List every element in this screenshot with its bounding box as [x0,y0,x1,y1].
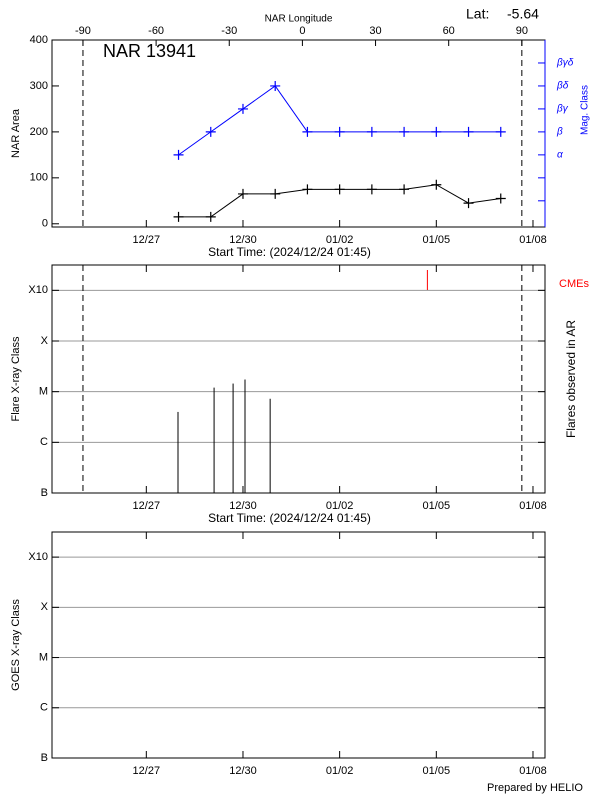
point-marker [270,188,281,199]
x-tick-label: 01/08 [519,765,547,777]
x2-axis-label: NAR Longitude [265,14,333,25]
plot-frame [51,531,546,759]
y2-axis-label: Mag. Class [580,85,591,135]
point-marker [205,126,216,137]
y-axis-label: NAR Area [10,108,22,158]
x-tick-label: 01/05 [423,500,451,512]
x-tick-label: 01/08 [519,234,547,246]
point-marker [399,184,410,195]
y-tick-label: X10 [28,284,48,296]
y-tick-label: X [41,335,49,347]
x-tick-label: 01/02 [326,500,354,512]
point-marker [463,126,474,137]
y-tick-label: 0 [42,218,48,230]
point-marker [237,103,248,114]
point-marker [431,126,442,137]
point-marker [270,80,281,91]
y-tick-label: X10 [28,551,48,563]
point-marker [173,211,184,222]
point-marker [237,188,248,199]
x-tick-label: 12/30 [229,765,257,777]
x2-tick-label: -30 [221,25,237,37]
x-tick-label: 12/27 [133,500,161,512]
y-tick-label: M [39,386,48,398]
y-tick-label: X [41,601,49,613]
x-tick-label: 12/27 [133,765,161,777]
plot-frame [51,264,546,494]
cme-label: CMEs [559,278,589,290]
point-marker [205,211,216,222]
x-tick-label: 12/27 [133,234,161,246]
y-tick-label: C [40,436,48,448]
y2-tick-label: βγ [556,104,569,115]
x-tick-label: 01/02 [326,234,354,246]
point-marker [302,126,313,137]
footer: Prepared by HELIO [487,782,583,794]
x-tick-label: 12/30 [229,500,257,512]
point-marker [302,184,313,195]
x-tick-label: 12/30 [229,234,257,246]
x2-tick-label: -90 [75,25,91,37]
y-tick-label: M [39,651,48,663]
x-tick-label: 01/08 [519,500,547,512]
y-axis-label: Flare X-ray Class [10,336,22,421]
y-tick-label: C [40,702,48,714]
x-axis-label: Start Time: (2024/12/24 01:45) [208,511,371,525]
point-marker [495,193,506,204]
y-tick-label: 200 [30,126,48,138]
lat-label: Lat: [466,6,489,22]
y-axis-label: GOES X-ray Class [10,599,22,691]
point-marker [334,126,345,137]
x-tick-label: 01/02 [326,765,354,777]
y-tick-label: 100 [30,172,48,184]
x-tick-label: 01/05 [423,765,451,777]
lat-value: -5.64 [507,6,539,22]
x2-tick-label: 90 [516,25,528,37]
y-tick-label: B [41,487,48,499]
y2-tick-label: βδ [556,81,569,92]
y-tick-label: 400 [30,34,48,46]
point-marker [366,126,377,137]
point-marker [431,179,442,190]
y2-tick-label: βγδ [556,58,574,69]
point-marker [334,184,345,195]
point-marker [173,149,184,160]
x-axis-label: Start Time: (2024/12/24 01:45) [208,245,371,259]
point-marker [399,126,410,137]
chart-title: NAR 13941 [103,41,196,61]
y2-tick-label: β [556,127,563,138]
y2-axis-label: Flares observed in AR [564,320,578,438]
point-marker [366,184,377,195]
y2-tick-label: α [557,150,563,161]
point-marker [495,126,506,137]
x2-tick-label: 30 [369,25,381,37]
x2-tick-label: -60 [148,25,164,37]
y-tick-label: B [41,752,48,764]
point-marker [463,198,474,209]
x-tick-label: 01/05 [423,234,451,246]
y-tick-label: 300 [30,80,48,92]
x2-tick-label: 60 [443,25,455,37]
x2-tick-label: 0 [299,25,305,37]
